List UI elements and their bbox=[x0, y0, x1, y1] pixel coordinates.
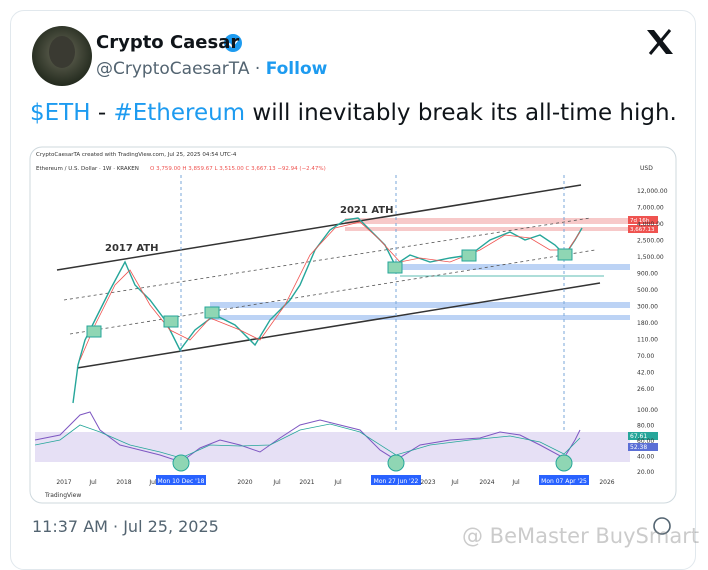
time-axis-label: Jul bbox=[272, 479, 281, 486]
price-axis-label: 1,500.00 bbox=[637, 254, 664, 261]
tweet-text: $ETH - #Ethereum will inevitably break i… bbox=[30, 100, 677, 126]
price-badge: 7d 16h bbox=[630, 218, 650, 224]
follow-button[interactable]: Follow bbox=[265, 59, 328, 79]
price-axis-label: 110.00 bbox=[637, 337, 658, 344]
rsi-badge: 67.61 bbox=[630, 433, 647, 440]
rsi-axis-label: 40.00 bbox=[637, 454, 654, 461]
hashtag[interactable]: #Ethereum bbox=[113, 100, 246, 126]
price-axis-label: 500.00 bbox=[637, 287, 658, 294]
time-axis-label: Jul bbox=[511, 479, 520, 486]
x-logo[interactable] bbox=[647, 29, 673, 55]
rsi-axis-label: 80.00 bbox=[637, 423, 654, 430]
annotation: 2021 ATH bbox=[340, 205, 393, 216]
tradingview-logo: TradingView bbox=[44, 492, 81, 499]
date-marker: Mon 10 Dec '18 bbox=[158, 478, 205, 485]
time-axis-label: 2023 bbox=[420, 479, 435, 486]
rsi-axis-label: 20.00 bbox=[637, 469, 654, 476]
time-axis-label: 2018 bbox=[116, 479, 131, 486]
price-axis-label: 4,000.00 bbox=[637, 221, 664, 228]
time-axis-label: 2021 bbox=[299, 479, 314, 486]
rsi-badge: 52.38 bbox=[630, 444, 647, 451]
watermark: @ BeMaster BuySmart bbox=[462, 524, 700, 548]
cashtag[interactable]: $ETH bbox=[30, 100, 91, 126]
price-axis-label: 2,500.00 bbox=[637, 238, 664, 245]
chart-image bbox=[29, 146, 677, 504]
text-part: - bbox=[90, 100, 114, 126]
separator: · bbox=[254, 59, 261, 79]
price-axis-label: 42.00 bbox=[637, 370, 654, 377]
time-axis-label: 2024 bbox=[479, 479, 494, 486]
time-axis-label: Jul bbox=[450, 479, 459, 486]
chart-ohlc: O 3,759.00 H 3,859.67 L 3,515.00 C 3,667… bbox=[150, 166, 326, 172]
chart-header: CryptoCaesarTA created with TradingView.… bbox=[36, 152, 237, 158]
author-name[interactable]: Crypto Caesar bbox=[96, 32, 240, 53]
time-axis-label: Jul bbox=[148, 479, 157, 486]
timestamp[interactable]: 11:37 AM · Jul 25, 2025 bbox=[32, 517, 219, 536]
date-marker: Mon 27 Jun '22 bbox=[374, 478, 419, 485]
time-axis-label: 2017 bbox=[56, 479, 71, 486]
price-axis-label: 70.00 bbox=[637, 353, 654, 360]
time-axis-label: Jul bbox=[88, 479, 97, 486]
author-handle[interactable]: @CryptoCaesarTA bbox=[96, 59, 250, 79]
text-part: will inevitably break its all-time high. bbox=[245, 100, 677, 126]
info-icon[interactable] bbox=[653, 517, 671, 535]
time-axis-label: 2020 bbox=[237, 479, 252, 486]
verified-badge bbox=[224, 34, 242, 52]
annotation: 2017 ATH bbox=[105, 243, 158, 254]
rsi-axis-label: 100.00 bbox=[637, 407, 658, 414]
avatar-face bbox=[49, 36, 75, 68]
rsi-axis-label: 60.00 bbox=[637, 438, 654, 445]
date-marker: Mon 07 Apr '25 bbox=[541, 478, 587, 485]
price-axis-label: 180.00 bbox=[637, 320, 658, 327]
price-badge: 3,667.13 bbox=[630, 227, 655, 233]
price-axis-label: 900.00 bbox=[637, 271, 658, 278]
time-axis-label: Jul bbox=[333, 479, 342, 486]
author-line: @CryptoCaesarTA · Follow bbox=[96, 59, 327, 79]
price-axis-label: 12,000.00 bbox=[637, 188, 668, 195]
currency: USD bbox=[640, 165, 653, 172]
time-axis-label: 2026 bbox=[599, 479, 614, 486]
price-axis-label: 7,000.00 bbox=[637, 205, 664, 212]
chart-symbol: Ethereum / U.S. Dollar · 1W · KRAKEN bbox=[36, 166, 139, 172]
price-axis-label: 300.00 bbox=[637, 304, 658, 311]
price-axis-label: 26.00 bbox=[637, 386, 654, 393]
